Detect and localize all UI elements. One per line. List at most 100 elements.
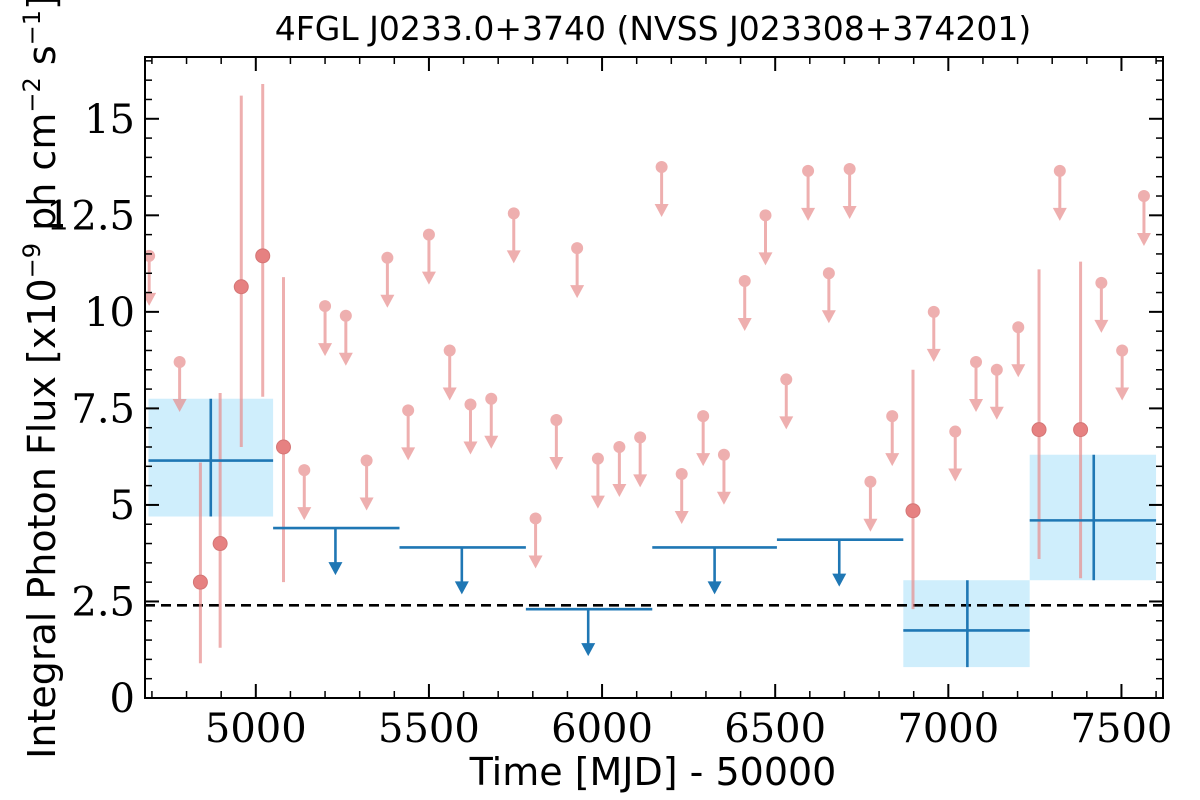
short-bin-upper-limit-1 bbox=[172, 356, 187, 413]
short-bin-upper-limit-22 bbox=[716, 448, 731, 505]
y-tick-label-4: 10 bbox=[84, 290, 135, 336]
ul-arrowhead bbox=[570, 285, 585, 299]
ul-marker bbox=[550, 413, 563, 426]
ul-arrowhead bbox=[1115, 387, 1130, 401]
ul-arrowhead bbox=[885, 453, 900, 467]
ul-marker bbox=[949, 425, 962, 438]
x-tick-label-4: 7000 bbox=[897, 706, 999, 752]
ul-marker bbox=[145, 249, 156, 262]
ul-arrowhead bbox=[1052, 207, 1067, 221]
short-bin-upper-limit-20 bbox=[674, 468, 689, 525]
ul-marker bbox=[970, 356, 983, 369]
ul-arrowhead bbox=[1136, 233, 1151, 247]
y-axis-label-exp2: −2 bbox=[18, 77, 46, 112]
short-bin-upper-limit-27 bbox=[821, 267, 836, 324]
long-bin-detection-1 bbox=[903, 580, 1030, 668]
short-bin-upper-limit-6 bbox=[380, 251, 395, 308]
ul-arrowhead bbox=[1011, 364, 1026, 378]
short-bin-upper-limit-7 bbox=[401, 404, 416, 461]
short-bin-upper-limit-34 bbox=[989, 363, 1004, 420]
long-ul-arrowhead bbox=[707, 581, 722, 595]
detection-marker bbox=[192, 574, 208, 590]
ul-marker bbox=[173, 356, 186, 369]
y-axis-label-part1: Integral Photon Flux [x10 bbox=[20, 278, 64, 759]
ul-arrowhead bbox=[821, 310, 836, 324]
ul-marker bbox=[298, 464, 311, 477]
plot-frame bbox=[144, 56, 1164, 699]
y-tick-label-1: 2.5 bbox=[71, 579, 135, 625]
ul-marker bbox=[886, 410, 899, 423]
short-bin-upper-limit-29 bbox=[863, 475, 878, 532]
x-tick-label-3: 6500 bbox=[724, 706, 826, 752]
short-bin-upper-limit-21 bbox=[696, 410, 711, 467]
ul-marker bbox=[1053, 164, 1066, 177]
ul-arrowhead bbox=[758, 252, 773, 266]
short-bin-detection-4 bbox=[276, 277, 292, 583]
ul-marker bbox=[422, 228, 435, 241]
short-bin-upper-limit-15 bbox=[570, 242, 585, 299]
short-bin-detection-0 bbox=[192, 462, 208, 664]
y-axis-label-part2: ph cm bbox=[20, 113, 64, 243]
short-bin-detection-5 bbox=[905, 369, 921, 610]
detection-marker bbox=[1031, 422, 1047, 438]
y-axis-label: Integral Photon Flux [x10−9 ph cm−2 s−1] bbox=[18, 0, 64, 759]
detection-marker bbox=[1073, 422, 1089, 438]
ul-arrowhead bbox=[145, 292, 157, 306]
short-bin-detection-3 bbox=[255, 84, 271, 397]
ul-marker bbox=[717, 448, 730, 461]
short-bin-upper-limit-37 bbox=[1094, 276, 1109, 333]
ul-arrowhead bbox=[654, 204, 669, 218]
long-bin-detection-0 bbox=[148, 398, 274, 517]
short-bin-upper-limit-32 bbox=[948, 425, 963, 482]
y-axis-label-part3: s bbox=[20, 45, 64, 77]
ul-marker bbox=[697, 410, 710, 423]
ul-arrowhead bbox=[1094, 319, 1109, 333]
x-tick-label-0: 5000 bbox=[205, 706, 307, 752]
ul-arrowhead bbox=[380, 294, 395, 308]
ul-marker bbox=[591, 452, 604, 465]
ul-arrowhead bbox=[779, 416, 794, 430]
ul-arrowhead bbox=[297, 507, 312, 521]
ul-arrowhead bbox=[172, 399, 187, 413]
ul-arrowhead bbox=[590, 495, 605, 509]
long-ul-arrowhead bbox=[328, 562, 343, 576]
ul-marker bbox=[655, 161, 668, 174]
long-bin-upper-limit-2 bbox=[525, 607, 653, 657]
ul-marker bbox=[1116, 344, 1129, 357]
ul-arrowhead bbox=[969, 399, 984, 413]
y-axis-label-exp1: −9 bbox=[18, 243, 46, 278]
ul-marker bbox=[571, 242, 584, 255]
short-bin-upper-limit-14 bbox=[549, 413, 564, 470]
detection-marker bbox=[233, 279, 249, 295]
ul-marker bbox=[360, 454, 373, 467]
ul-marker bbox=[675, 468, 688, 481]
short-bin-upper-limit-16 bbox=[590, 452, 605, 509]
long-bin-upper-limit-4 bbox=[776, 538, 904, 587]
ul-arrowhead bbox=[948, 468, 963, 482]
ul-arrowhead bbox=[633, 474, 648, 488]
short-bin-upper-limit-13 bbox=[528, 512, 543, 569]
ul-marker bbox=[485, 392, 498, 405]
short-bin-upper-limit-19 bbox=[654, 161, 669, 218]
ul-arrowhead bbox=[442, 387, 457, 401]
short-bin-upper-limit-30 bbox=[885, 410, 900, 467]
ul-arrowhead bbox=[674, 511, 689, 525]
ul-arrowhead bbox=[401, 447, 416, 461]
ul-marker bbox=[613, 441, 626, 454]
y-axis-label-exp3: −1 bbox=[18, 10, 46, 45]
ul-marker bbox=[443, 344, 456, 357]
long-ul-arrowhead bbox=[832, 573, 847, 587]
short-bin-detection-2 bbox=[233, 95, 249, 448]
ul-marker bbox=[822, 267, 835, 280]
short-bin-upper-limit-25 bbox=[779, 373, 794, 430]
x-tick-label-5: 7500 bbox=[1071, 706, 1173, 752]
short-bin-detection-6 bbox=[1031, 269, 1047, 559]
long-ul-arrowhead bbox=[581, 643, 596, 657]
y-axis-label-part4: ] bbox=[20, 0, 64, 10]
x-tick-label-1: 5500 bbox=[378, 706, 480, 752]
ul-marker bbox=[802, 164, 815, 177]
ul-arrowhead bbox=[737, 317, 752, 331]
short-bin-detection-7 bbox=[1073, 261, 1089, 579]
long-bin-upper-limit-3 bbox=[652, 546, 777, 595]
